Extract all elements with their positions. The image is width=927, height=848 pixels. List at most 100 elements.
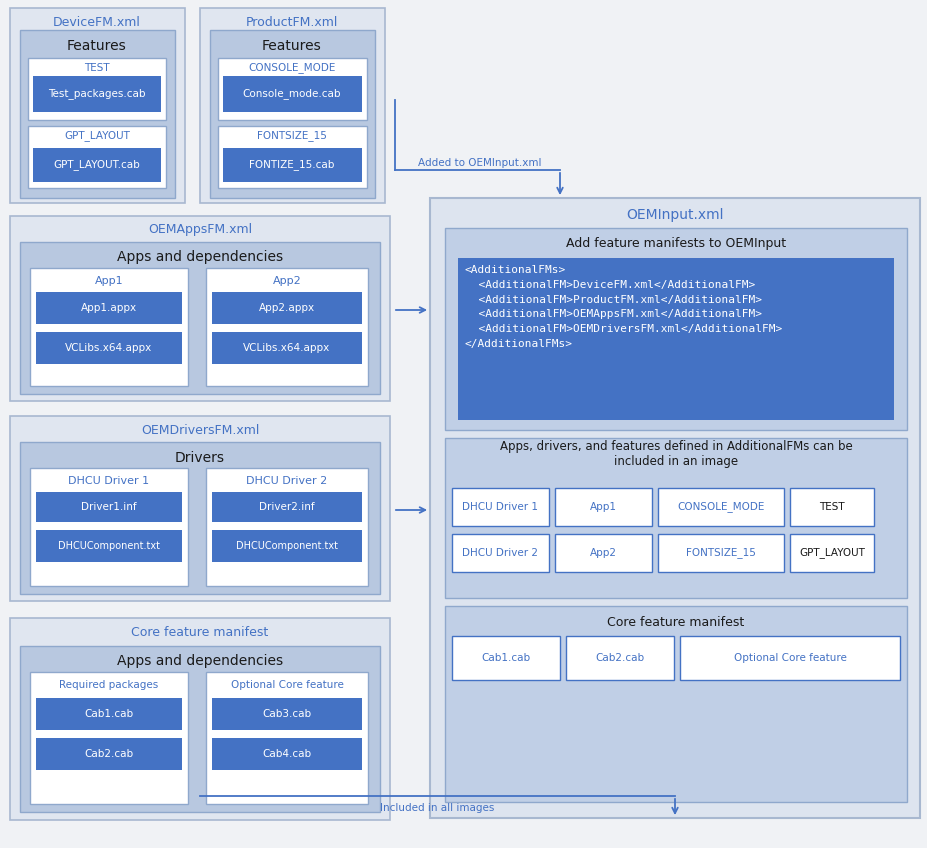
FancyBboxPatch shape <box>223 76 362 112</box>
FancyBboxPatch shape <box>30 468 188 586</box>
Text: App1: App1 <box>95 276 123 286</box>
Text: Cab1.cab: Cab1.cab <box>481 653 530 663</box>
Text: Driver1.inf: Driver1.inf <box>82 502 137 512</box>
Text: OEMDriversFM.xml: OEMDriversFM.xml <box>141 423 260 437</box>
FancyBboxPatch shape <box>206 468 368 586</box>
FancyBboxPatch shape <box>10 216 390 401</box>
Text: Required packages: Required packages <box>59 680 159 690</box>
FancyBboxPatch shape <box>790 534 874 572</box>
FancyBboxPatch shape <box>33 148 161 182</box>
FancyBboxPatch shape <box>20 30 175 198</box>
FancyBboxPatch shape <box>30 672 188 804</box>
Text: FONTSIZE_15: FONTSIZE_15 <box>686 548 756 559</box>
FancyBboxPatch shape <box>206 672 368 804</box>
Text: Cab1.cab: Cab1.cab <box>84 709 133 719</box>
Text: GPT_LAYOUT: GPT_LAYOUT <box>799 548 865 559</box>
Text: DHCU Driver 1: DHCU Driver 1 <box>69 476 149 486</box>
Text: DHCU Driver 1: DHCU Driver 1 <box>463 502 539 512</box>
FancyBboxPatch shape <box>212 698 362 730</box>
FancyBboxPatch shape <box>458 258 894 420</box>
Text: FONTIZE_15.cab: FONTIZE_15.cab <box>249 159 335 170</box>
FancyBboxPatch shape <box>566 636 674 680</box>
Text: TEST: TEST <box>84 63 109 73</box>
FancyBboxPatch shape <box>10 8 185 203</box>
FancyBboxPatch shape <box>223 148 362 182</box>
Text: Core feature manifest: Core feature manifest <box>132 626 269 639</box>
FancyBboxPatch shape <box>218 126 367 188</box>
Text: Drivers: Drivers <box>175 451 225 465</box>
FancyBboxPatch shape <box>206 268 368 386</box>
Text: Added to OEMInput.xml: Added to OEMInput.xml <box>418 158 541 168</box>
FancyBboxPatch shape <box>212 492 362 522</box>
FancyBboxPatch shape <box>20 442 380 594</box>
FancyBboxPatch shape <box>452 636 560 680</box>
FancyBboxPatch shape <box>210 30 375 198</box>
FancyBboxPatch shape <box>36 698 182 730</box>
Text: Add feature manifests to OEMInput: Add feature manifests to OEMInput <box>566 237 786 250</box>
Text: Core feature manifest: Core feature manifest <box>607 616 744 628</box>
Text: DeviceFM.xml: DeviceFM.xml <box>53 15 141 29</box>
Text: DHCU Driver 2: DHCU Driver 2 <box>463 548 539 558</box>
FancyBboxPatch shape <box>445 438 907 598</box>
Text: Cab4.cab: Cab4.cab <box>262 749 311 759</box>
FancyBboxPatch shape <box>36 492 182 522</box>
Text: Apps, drivers, and features defined in AdditionalFMs can be
included in an image: Apps, drivers, and features defined in A… <box>500 440 852 468</box>
Text: Console_mode.cab: Console_mode.cab <box>243 88 341 99</box>
Text: FONTSIZE_15: FONTSIZE_15 <box>257 131 327 142</box>
Text: Apps and dependencies: Apps and dependencies <box>117 250 283 264</box>
Text: VCLibs.x64.appx: VCLibs.x64.appx <box>66 343 153 353</box>
FancyBboxPatch shape <box>680 636 900 680</box>
FancyBboxPatch shape <box>452 488 549 526</box>
FancyBboxPatch shape <box>555 488 652 526</box>
FancyBboxPatch shape <box>36 292 182 324</box>
FancyBboxPatch shape <box>30 268 188 386</box>
Text: TEST: TEST <box>819 502 844 512</box>
Text: OEMAppsFM.xml: OEMAppsFM.xml <box>148 224 252 237</box>
Text: App1: App1 <box>590 502 617 512</box>
Text: App2: App2 <box>590 548 617 558</box>
FancyBboxPatch shape <box>212 292 362 324</box>
FancyBboxPatch shape <box>36 332 182 364</box>
Text: Test_packages.cab: Test_packages.cab <box>48 88 146 99</box>
Text: OEMInput.xml: OEMInput.xml <box>627 208 724 222</box>
Text: Optional Core feature: Optional Core feature <box>231 680 343 690</box>
FancyBboxPatch shape <box>10 618 390 820</box>
Text: GPT_LAYOUT.cab: GPT_LAYOUT.cab <box>54 159 140 170</box>
FancyBboxPatch shape <box>212 738 362 770</box>
FancyBboxPatch shape <box>20 646 380 812</box>
FancyBboxPatch shape <box>36 530 182 562</box>
FancyBboxPatch shape <box>20 242 380 394</box>
FancyBboxPatch shape <box>200 8 385 203</box>
Text: App1.appx: App1.appx <box>81 303 137 313</box>
Text: DHCUComponent.txt: DHCUComponent.txt <box>58 541 160 551</box>
FancyBboxPatch shape <box>658 488 784 526</box>
Text: ProductFM.xml: ProductFM.xml <box>246 15 338 29</box>
FancyBboxPatch shape <box>36 738 182 770</box>
FancyBboxPatch shape <box>28 58 166 120</box>
Text: GPT_LAYOUT: GPT_LAYOUT <box>64 131 130 142</box>
Text: Optional Core feature: Optional Core feature <box>733 653 846 663</box>
Text: DHCUComponent.txt: DHCUComponent.txt <box>236 541 338 551</box>
Text: Features: Features <box>262 39 322 53</box>
Text: CONSOLE_MODE: CONSOLE_MODE <box>678 501 765 512</box>
Text: Apps and dependencies: Apps and dependencies <box>117 654 283 668</box>
FancyBboxPatch shape <box>445 606 907 802</box>
Text: Driver2.inf: Driver2.inf <box>260 502 315 512</box>
Text: CONSOLE_MODE: CONSOLE_MODE <box>248 63 336 74</box>
FancyBboxPatch shape <box>212 332 362 364</box>
FancyBboxPatch shape <box>33 76 161 112</box>
Text: App2.appx: App2.appx <box>259 303 315 313</box>
Text: App2: App2 <box>273 276 301 286</box>
Text: Cab3.cab: Cab3.cab <box>262 709 311 719</box>
Text: VCLibs.x64.appx: VCLibs.x64.appx <box>244 343 331 353</box>
Text: Features: Features <box>67 39 127 53</box>
FancyBboxPatch shape <box>28 126 166 188</box>
FancyBboxPatch shape <box>452 534 549 572</box>
Text: <AdditionalFMs>
  <AdditionalFM>DeviceFM.xml</AdditionalFM>
  <AdditionalFM>Prod: <AdditionalFMs> <AdditionalFM>DeviceFM.x… <box>465 265 782 349</box>
Text: Cab2.cab: Cab2.cab <box>595 653 644 663</box>
Text: DHCU Driver 2: DHCU Driver 2 <box>247 476 327 486</box>
FancyBboxPatch shape <box>790 488 874 526</box>
FancyBboxPatch shape <box>658 534 784 572</box>
Text: Cab2.cab: Cab2.cab <box>84 749 133 759</box>
FancyBboxPatch shape <box>10 416 390 601</box>
